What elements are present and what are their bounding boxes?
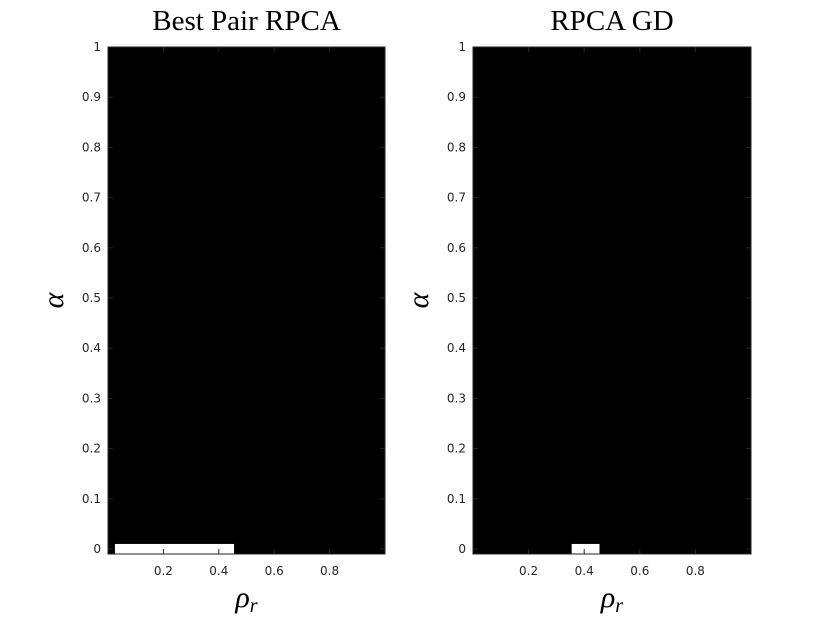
y-tick-label: 0.4 [82,341,101,355]
heatmap-background [108,47,385,554]
subplot-2: 0 0.1 0.2 0.3 0.4 0.5 0.6 0.7 0.8 0.9 1 0.2 0.4 0.6 0.… [402,5,752,617]
y-tick-label: 0.1 [447,492,466,506]
x-tick-label: 0.2 [519,564,538,578]
subplot-1: 0 0.1 0.2 0.3 0.4 0.5 0.6 0.7 0.8 0.9 1 0.2 0.4 0.6 0.… [37,5,386,617]
y-tick-label: 0.8 [82,140,101,154]
y-axis-label: α [402,291,435,308]
y-tick-label: 0.8 [447,140,466,154]
x-tick-label: 0.6 [265,564,284,578]
y-tick-label: 0 [93,542,101,556]
y-tick-label: 1 [93,40,101,54]
heatmap-background [473,47,751,554]
x-tick-label: 0.8 [320,564,339,578]
y-tick-label: 0.1 [82,492,101,506]
x-tick-label: 0.8 [686,564,705,578]
y-axis-label: α [37,291,70,308]
y-tick-label: 0.6 [447,241,466,255]
y-tick-label: 0.2 [82,442,101,456]
y-tick-label: 0.3 [82,391,101,405]
y-tick-label: 0.3 [447,391,466,405]
heatmap-cell [571,543,600,554]
x-tick-label: 0.4 [575,564,594,578]
heatmap-cell [114,543,235,554]
chart-title: RPCA GD [550,5,673,37]
axes-frame [107,46,386,555]
y-tick-label: 1 [458,40,466,54]
y-tick-label: 0.5 [82,291,101,305]
y-tick-label: 0.7 [447,191,466,205]
x-axis-label: ρr [234,581,257,617]
y-tick-label: 0.4 [447,341,466,355]
x-tick-label: 0.4 [209,564,228,578]
x-axis-label-symbol: ρ [600,581,615,614]
y-tick-label: 0.5 [447,291,466,305]
y-tick-label: 0.7 [82,191,101,205]
y-tick-label: 0.6 [82,241,101,255]
x-tick-label: 0.2 [154,564,173,578]
chart-title: Best Pair RPCA [152,5,341,37]
x-tick-label: 0.6 [630,564,649,578]
x-axis-label-symbol: ρ [234,581,249,614]
y-tick-label: 0 [458,542,466,556]
x-axis-label-subscript: r [615,595,623,617]
axes-frame [472,46,752,555]
y-tick-label: 0.2 [447,442,466,456]
y-tick-label: 0.9 [447,90,466,104]
x-axis-label-subscript: r [250,595,258,617]
y-tick-label: 0.9 [82,90,101,104]
x-axis-label: ρr [600,581,623,617]
